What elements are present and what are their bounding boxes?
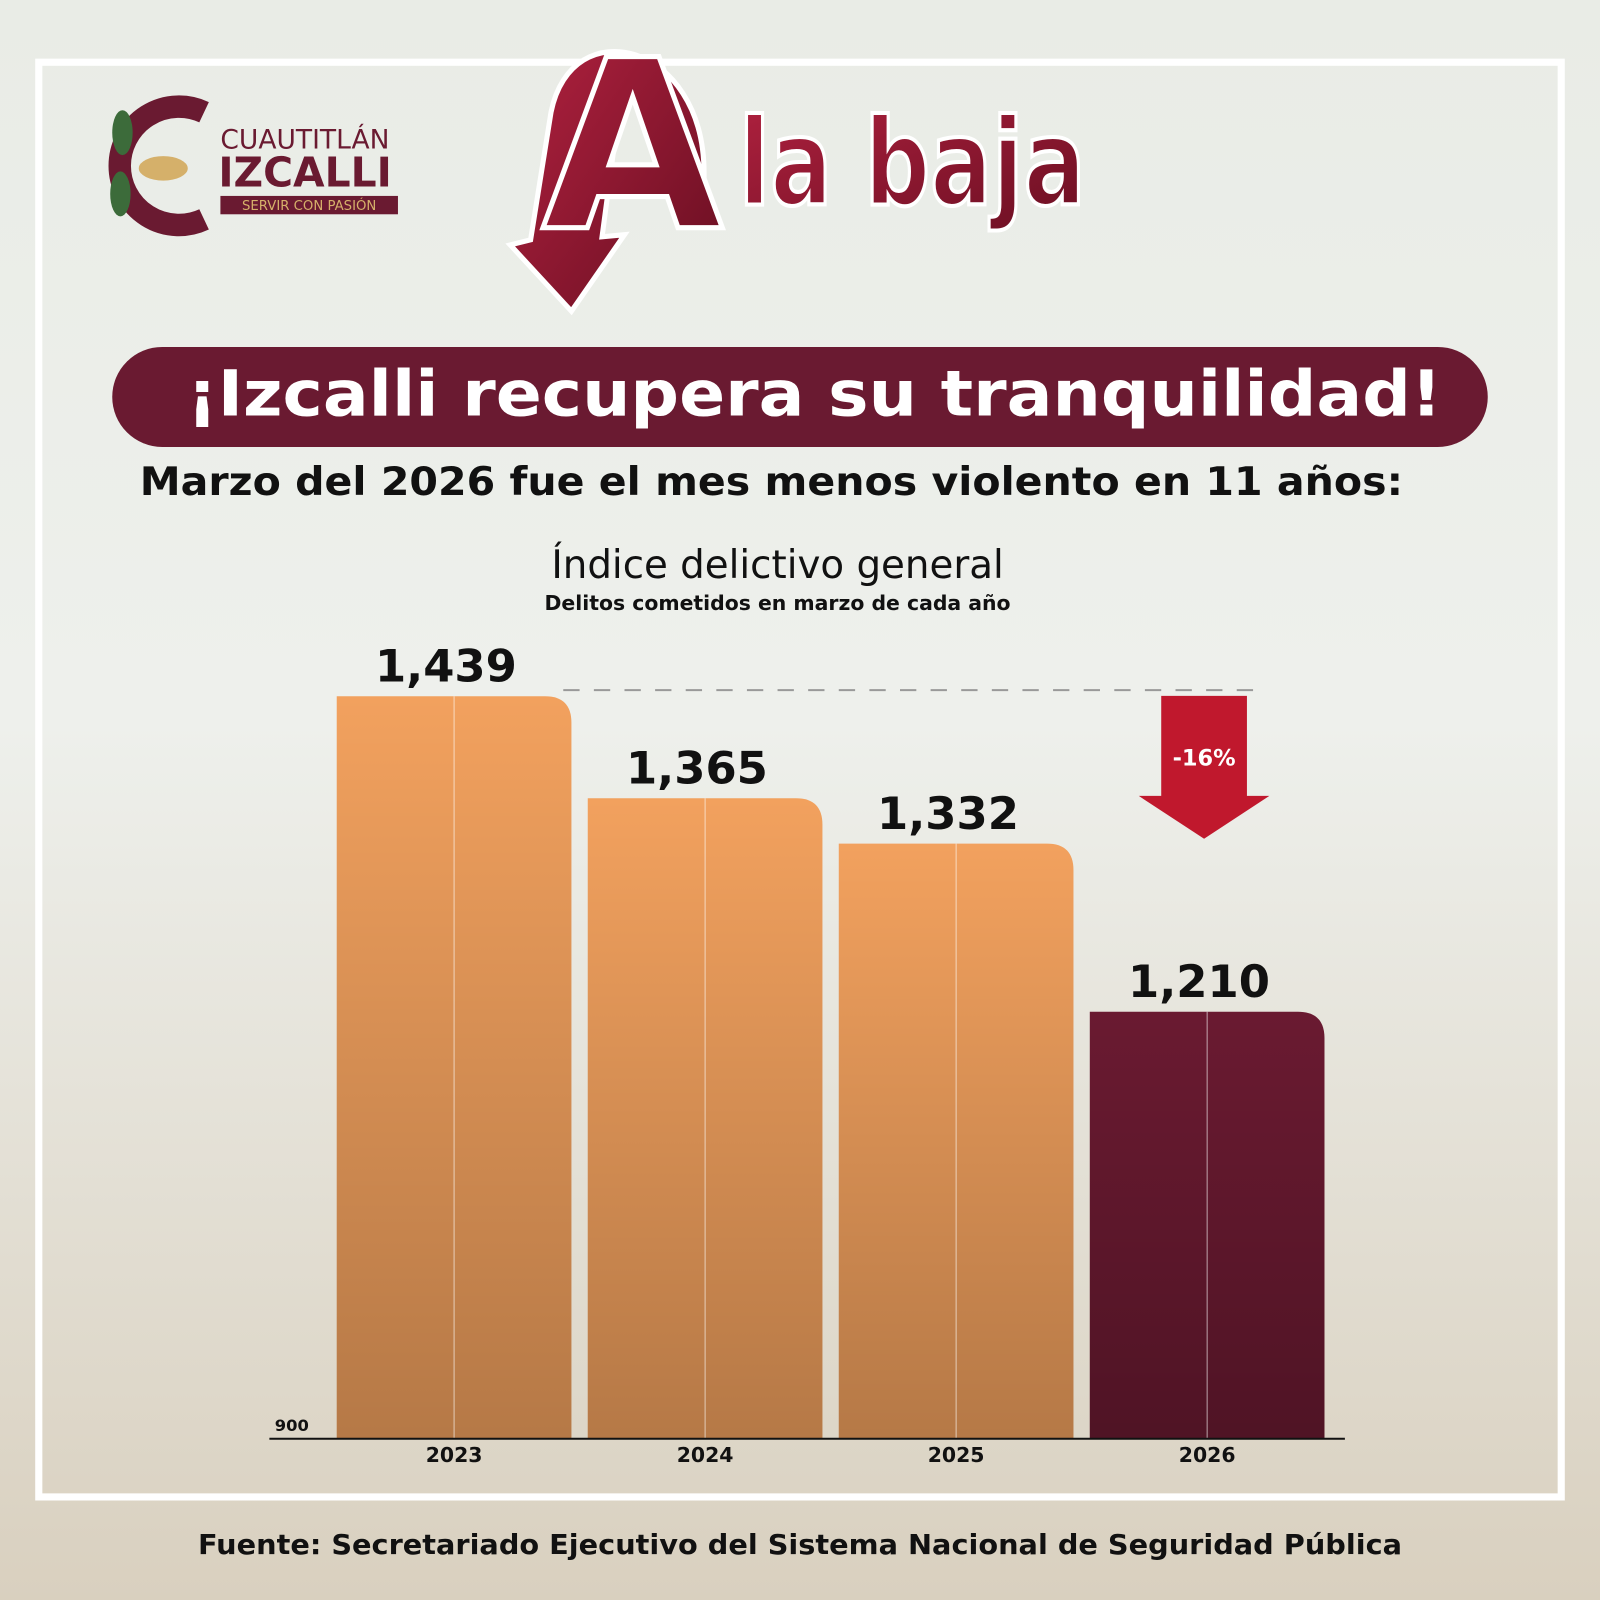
headline-letter: A — [542, 11, 724, 284]
logo-leaf — [110, 171, 131, 217]
banner — [112, 346, 1488, 447]
frame — [35, 58, 1565, 1501]
chart-title: Índice delictivo general — [551, 541, 1003, 588]
x-tick-label: 2024 — [677, 1443, 734, 1467]
logo: CUAUTITLÁN IZCALLI SERVIR CON PASIÓN — [108, 95, 398, 237]
x-tick-label: 2023 — [426, 1443, 483, 1467]
x-tick-label: 2025 — [928, 1443, 985, 1467]
headline: la baja — [739, 94, 1086, 234]
chart-subtitle: Delitos cometidos en marzo de cada año — [545, 591, 1011, 615]
x-tick-label: 2026 — [1179, 1443, 1236, 1467]
value-label: 1,332 — [877, 787, 1019, 840]
banner-text: ¡Izcalli recupera su tranquilidad! — [187, 357, 1442, 431]
logo-dove — [138, 156, 188, 181]
logo-line1: CUAUTITLÁN — [220, 123, 389, 155]
y-tick-label: 900 — [275, 1416, 309, 1435]
value-label: 1,439 — [375, 640, 517, 693]
headline-arrow — [505, 48, 707, 316]
decrease-arrow — [1138, 695, 1270, 839]
source: Fuente: Secretariado Ejecutivo del Siste… — [198, 1529, 1402, 1561]
statement: Marzo del 2026 fue el mes menos violento… — [140, 460, 1403, 505]
annotation: -16% — [1173, 746, 1236, 772]
value-label: 1,365 — [626, 742, 768, 795]
logo-leaf — [112, 110, 133, 156]
plot: 1,439 2023 1,365 2024 1,332 2025 1,210 2026 900 — [269, 640, 1345, 1467]
value-label: 1,210 — [1128, 955, 1270, 1008]
logo-mark — [108, 95, 209, 237]
logo-tag-bg — [220, 195, 398, 215]
logo-line2: IZCALLI — [218, 149, 391, 197]
logo-tagline: SERVIR CON PASIÓN — [242, 196, 376, 214]
